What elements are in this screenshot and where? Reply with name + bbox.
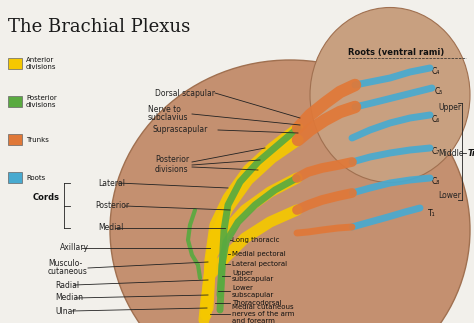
Text: Suprascapular: Suprascapular: [153, 126, 209, 134]
Text: Lower: Lower: [438, 191, 461, 200]
Text: divisions: divisions: [155, 164, 189, 173]
Text: Middle: Middle: [438, 149, 464, 158]
Text: C₆: C₆: [432, 116, 440, 124]
Text: Dorsal scapular: Dorsal scapular: [155, 89, 215, 98]
Ellipse shape: [310, 7, 470, 182]
Text: Roots (ventral rami): Roots (ventral rami): [348, 47, 444, 57]
Text: Upper: Upper: [438, 103, 461, 112]
Text: Long thoracic: Long thoracic: [232, 237, 280, 243]
Text: Posterior
divisions: Posterior divisions: [26, 95, 57, 108]
Text: Medial pectoral: Medial pectoral: [232, 251, 286, 257]
Bar: [8, 172, 22, 183]
Text: C₇: C₇: [432, 148, 440, 157]
Text: Ulnar: Ulnar: [55, 307, 76, 316]
Bar: [8, 134, 22, 145]
Text: Thoracodorsal: Thoracodorsal: [232, 300, 282, 306]
Text: Trunks: Trunks: [26, 137, 49, 142]
Text: Nerve to: Nerve to: [148, 106, 181, 114]
Text: Roots: Roots: [26, 174, 45, 181]
Text: Lower
subscapular: Lower subscapular: [232, 285, 274, 297]
Text: Lateral pectoral: Lateral pectoral: [232, 261, 287, 267]
Text: Medial cutaneous
nerves of the arm
and forearm: Medial cutaneous nerves of the arm and f…: [232, 304, 294, 323]
Text: Posterior: Posterior: [95, 202, 129, 211]
Text: Axillary: Axillary: [60, 244, 89, 253]
Bar: [8, 96, 22, 107]
Ellipse shape: [110, 60, 470, 323]
Text: Medial: Medial: [98, 224, 123, 233]
Text: C₄: C₄: [432, 67, 440, 76]
Text: Median: Median: [55, 294, 83, 303]
Text: C₅: C₅: [435, 87, 443, 96]
Text: T₁: T₁: [428, 209, 436, 217]
Text: Musculo-: Musculo-: [48, 259, 82, 268]
Text: Radial: Radial: [55, 280, 79, 289]
Text: Upper
subscapular: Upper subscapular: [232, 269, 274, 283]
Text: Trunks: Trunks: [468, 149, 474, 158]
Text: Posterior: Posterior: [155, 155, 189, 164]
Text: The Brachial Plexus: The Brachial Plexus: [8, 18, 190, 36]
Bar: [8, 58, 22, 69]
Text: C₈: C₈: [432, 178, 440, 186]
Text: subclavius: subclavius: [148, 113, 189, 122]
Text: cutaneous: cutaneous: [48, 267, 88, 276]
Text: Lateral: Lateral: [98, 179, 125, 187]
Text: Anterior
divisions: Anterior divisions: [26, 57, 56, 70]
Text: Cords: Cords: [33, 193, 60, 203]
